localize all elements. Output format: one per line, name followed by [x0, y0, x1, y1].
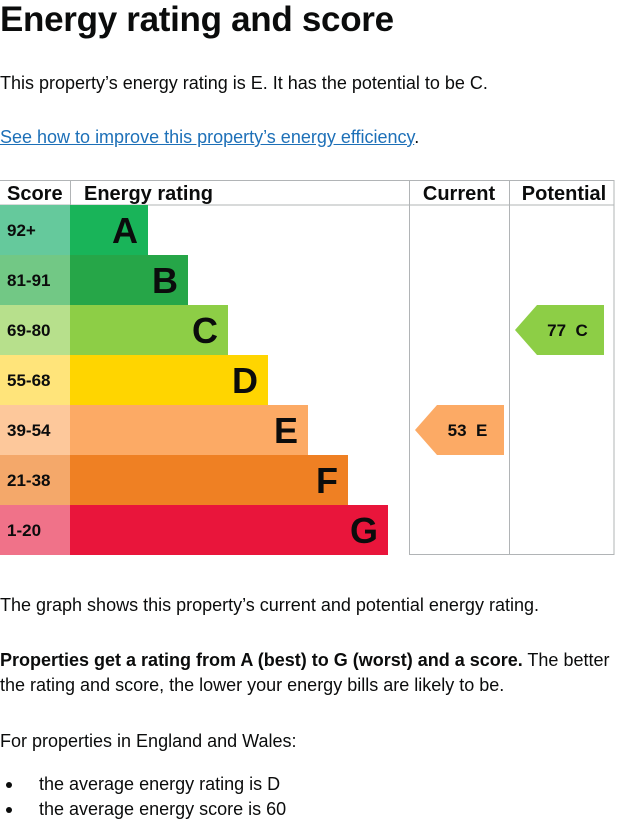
rating-explanation: Properties get a rating from A (best) to…: [0, 648, 618, 698]
header-potential: Potential: [522, 183, 606, 205]
score-range-g: 1-20: [7, 521, 41, 540]
score-cell-d: [0, 355, 70, 405]
score-cell-g: [0, 505, 70, 555]
band-letter-g: G: [350, 510, 378, 551]
chart-markers: 53 E 77 C: [415, 305, 604, 455]
chart-bands: 92+ A 81-91 B 69-80 C 55-68 D 39-54 E 21-38 F 1-20 G: [0, 205, 388, 555]
band-letter-a: A: [112, 210, 138, 251]
score-cell-e: [0, 405, 70, 455]
band-letter-d: D: [232, 360, 258, 401]
current-rating-marker: 53 E: [415, 405, 504, 455]
header-current: Current: [423, 183, 496, 205]
current-rating-marker-label: 53 E: [448, 421, 488, 440]
header-score: Score: [7, 183, 63, 205]
graph-note: The graph shows this property’s current …: [0, 595, 539, 615]
potential-rating-marker-arrow: [515, 305, 604, 355]
potential-rating-marker: 77 C: [515, 305, 604, 355]
band-bar-f: [70, 455, 348, 505]
region-note: For properties in England and Wales:: [0, 731, 297, 751]
score-range-c: 69-80: [7, 321, 50, 340]
band-letter-b: B: [152, 260, 178, 301]
improve-link-suffix: .: [414, 127, 420, 147]
band-bar-e: [70, 405, 308, 455]
rating-explanation-bold: Properties get a rating from A (best) to…: [0, 650, 523, 670]
band-letter-e: E: [274, 410, 298, 451]
score-cell-c: [0, 305, 70, 355]
energy-rating-chart: 92+ A81-91 B69-80 C55-68 D39-54 E21-38 F1-20 G …: [0, 180, 615, 555]
improve-efficiency-link[interactable]: See how to improve this property’s energ…: [0, 127, 415, 147]
score-cell-b: [0, 255, 70, 305]
rating-summary: This property’s energy rating is E. It h…: [0, 73, 488, 93]
score-range-f: 21-38: [7, 471, 50, 490]
averages-list: the average energy rating is D the avera…: [0, 772, 286, 822]
band-letter-f: F: [316, 460, 338, 501]
rating-explanation-rest: The better the rating and score, the low…: [0, 650, 610, 695]
page-title: Energy rating and score: [0, 0, 394, 39]
band-bar-g: [70, 505, 388, 555]
header-energy-rating: Energy rating: [84, 183, 213, 205]
score-cell-a: [0, 205, 70, 255]
score-cell-f: [0, 455, 70, 505]
improve-paragraph: See how to improve this property’s energ…: [0, 125, 419, 150]
score-range-d: 55-68: [7, 371, 50, 390]
band-bar-a: [70, 205, 148, 255]
band-letter-c: C: [192, 310, 218, 351]
score-range-b: 81-91: [7, 271, 50, 290]
score-range-e: 39-54: [7, 421, 51, 440]
score-range-a: 92+: [7, 221, 36, 240]
potential-rating-marker-label: 77 C: [547, 321, 588, 340]
average-rating-item: the average energy rating is D: [0, 772, 286, 797]
chart-headers: Score Energy rating Current Potential: [7, 183, 606, 205]
band-bar-b: [70, 255, 188, 305]
current-rating-marker-arrow: [415, 405, 504, 455]
band-bar-d: [70, 355, 268, 405]
average-score-item: the average energy score is 60: [0, 797, 286, 822]
band-bar-c: [70, 305, 228, 355]
